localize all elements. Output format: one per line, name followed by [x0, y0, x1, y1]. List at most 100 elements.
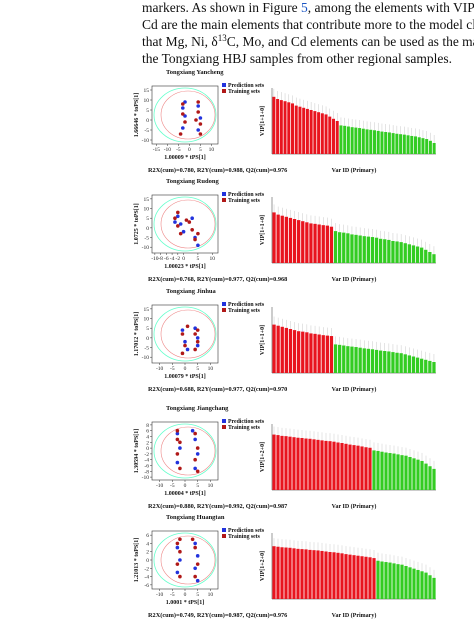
point [176, 214, 180, 219]
bar [333, 344, 338, 373]
bar [338, 232, 342, 263]
bar [387, 132, 391, 154]
bar [380, 131, 384, 154]
y-tick-label: -5 [144, 236, 149, 242]
bar [376, 560, 380, 599]
y-tick-label: 0 [146, 446, 149, 452]
ellipse [153, 306, 217, 362]
point [178, 558, 182, 562]
x-tick-label: -5 [176, 147, 181, 153]
bar [396, 454, 400, 490]
vip-y-label: VIP[1+2+0] [260, 442, 266, 472]
bar [272, 96, 276, 154]
bar [399, 353, 403, 373]
bar [339, 125, 343, 154]
x-tick-label: -10 [156, 592, 164, 598]
y-axis-label: 1.0725 * toPS[1] [134, 203, 140, 245]
bar [312, 550, 316, 599]
y-tick-label: -4 [144, 458, 149, 464]
bar [297, 220, 301, 263]
point [193, 326, 197, 331]
x-tick-label: 5 [196, 366, 199, 372]
point [175, 460, 180, 465]
bar [272, 212, 276, 263]
link[interactable]: 5 [301, 0, 308, 15]
bar [350, 346, 354, 373]
y-tick-label: 15 [144, 307, 150, 313]
bar [406, 135, 410, 154]
bar [301, 331, 305, 373]
bar [407, 355, 411, 373]
vip-y-label: VIP[1+1+0] [260, 106, 266, 136]
x-tick-label: -5 [170, 366, 175, 372]
y-tick-label: 2 [146, 550, 149, 556]
bar [288, 329, 293, 373]
bar [396, 564, 400, 599]
x-tick-label: -10 [151, 256, 159, 262]
bar [342, 345, 346, 373]
bar [368, 557, 372, 599]
bar [387, 239, 391, 263]
bar [320, 113, 324, 154]
bar [399, 134, 403, 154]
ellipse [160, 90, 216, 140]
y-tick-label: -10 [142, 475, 150, 481]
x-tick-label: 0 [184, 592, 187, 598]
bar [392, 563, 396, 599]
plot-frame [151, 85, 219, 145]
bar [316, 550, 320, 599]
ellipse [160, 199, 216, 249]
point [194, 118, 198, 122]
x-tick-label: 5 [197, 256, 200, 262]
bar [411, 245, 416, 263]
bar [356, 445, 360, 490]
bar [372, 558, 376, 599]
point [193, 332, 197, 336]
bar [317, 112, 321, 154]
legend-label: Prediction sets [228, 302, 265, 308]
legend-swatch [222, 308, 226, 312]
bar [309, 110, 313, 154]
legend-swatch [222, 89, 226, 93]
bar [350, 234, 354, 263]
superscript: 13 [218, 33, 228, 43]
bar [332, 441, 336, 490]
x-tick-label: -6 [164, 256, 169, 262]
bar [320, 440, 324, 490]
bar [402, 134, 406, 154]
point [195, 343, 200, 348]
bar [408, 567, 412, 599]
bar [421, 138, 425, 154]
ellipse [160, 426, 216, 476]
legend-swatch [222, 198, 226, 202]
bar [346, 126, 350, 154]
x-tick-label: 0 [184, 483, 187, 489]
bar [313, 333, 317, 373]
bar [383, 351, 387, 373]
vip-x-label: Var ID (Primary) [332, 612, 377, 619]
x-tick-label: -10 [164, 147, 172, 153]
x-tick-label: 10 [208, 483, 214, 489]
vip-y-label: VIP[1+1+0] [260, 325, 266, 355]
bar [364, 447, 368, 490]
bar [298, 106, 302, 154]
point [195, 554, 200, 558]
y-tick-label: 8 [146, 423, 149, 429]
y-tick-label: 4 [146, 435, 149, 441]
bar [313, 111, 317, 154]
bar [410, 135, 414, 154]
bar [324, 440, 328, 490]
y-tick-label: 5 [146, 216, 149, 222]
point [181, 102, 185, 106]
bar [291, 103, 294, 154]
bar [300, 437, 304, 490]
point [175, 545, 180, 550]
bar [343, 125, 347, 154]
point [187, 220, 192, 224]
y-tick-label: -6 [144, 464, 149, 470]
bar [308, 549, 312, 599]
point [193, 431, 197, 436]
text: markers. As shown in Figure [142, 0, 301, 15]
point [175, 570, 180, 575]
